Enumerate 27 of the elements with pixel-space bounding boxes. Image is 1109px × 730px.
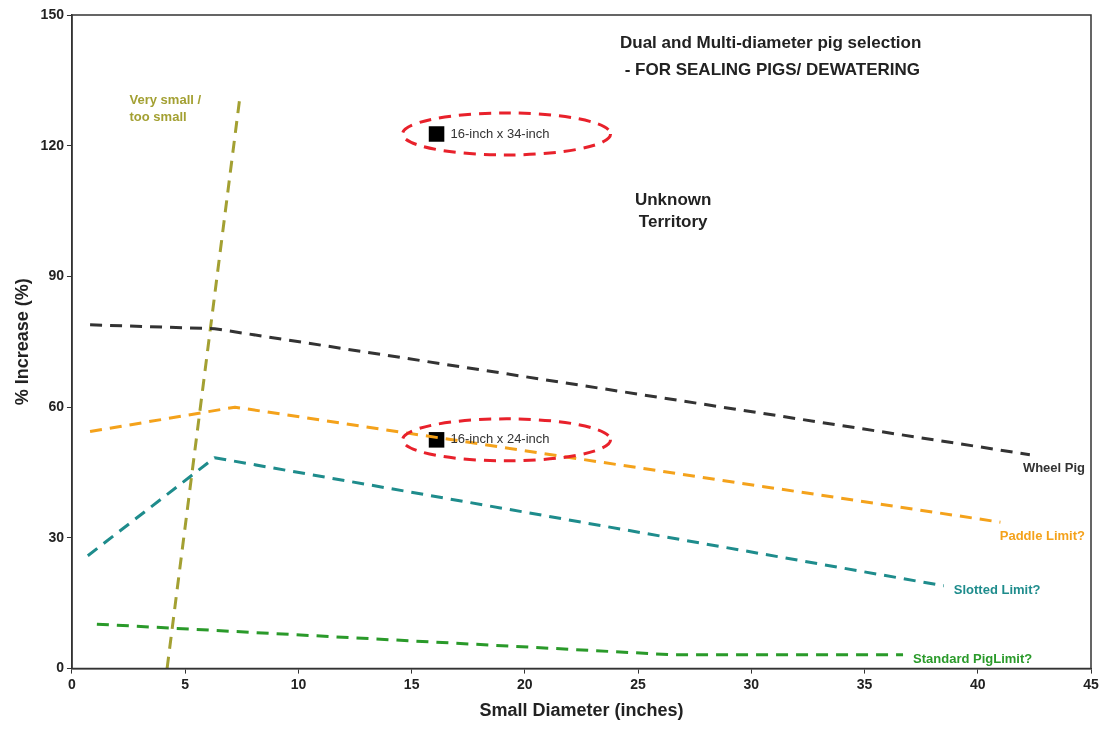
x-tick-label: 45 [1083,675,1099,692]
y-tick-label: 90 [48,267,65,284]
x-tick-label: 0 [68,675,77,692]
x-tick-label: 20 [517,675,533,692]
y-tick-label: 30 [48,528,65,545]
text: Very small / too small [129,92,202,125]
x-tick-label: 35 [856,675,873,692]
series-label: Paddle Limit? [999,527,1086,543]
y-axis-title: % Increase (%) [11,278,32,406]
x-tick-label: 5 [181,675,190,692]
x-tick-label: 30 [743,675,760,692]
data-label: 16-inch x 34-inch [450,125,550,141]
x-axis-title: Small Diameter (inches) [479,700,684,721]
x-tick-label: 10 [290,675,307,692]
y-tick-label: 150 [40,5,65,22]
x-tick-label: 25 [630,675,647,692]
annotation: Unknown Territory [634,189,712,231]
y-tick-label: 0 [56,659,65,676]
x-tick-label: 15 [403,675,420,692]
data-label: 16-inch x 24-inch [450,431,550,447]
y-tick-label: 60 [48,398,65,415]
series-label: Slotted Limit? [953,582,1041,598]
x-tick-label: 40 [969,675,986,692]
text: Dual and Multi-diameter pig selection - FOR SEALING PIGS/ DEWATERING [619,33,922,80]
series-label: Wheel Pig [1022,460,1086,476]
y-tick-label: 120 [40,136,65,153]
series-label: Standard PigLimit? [913,651,1033,667]
